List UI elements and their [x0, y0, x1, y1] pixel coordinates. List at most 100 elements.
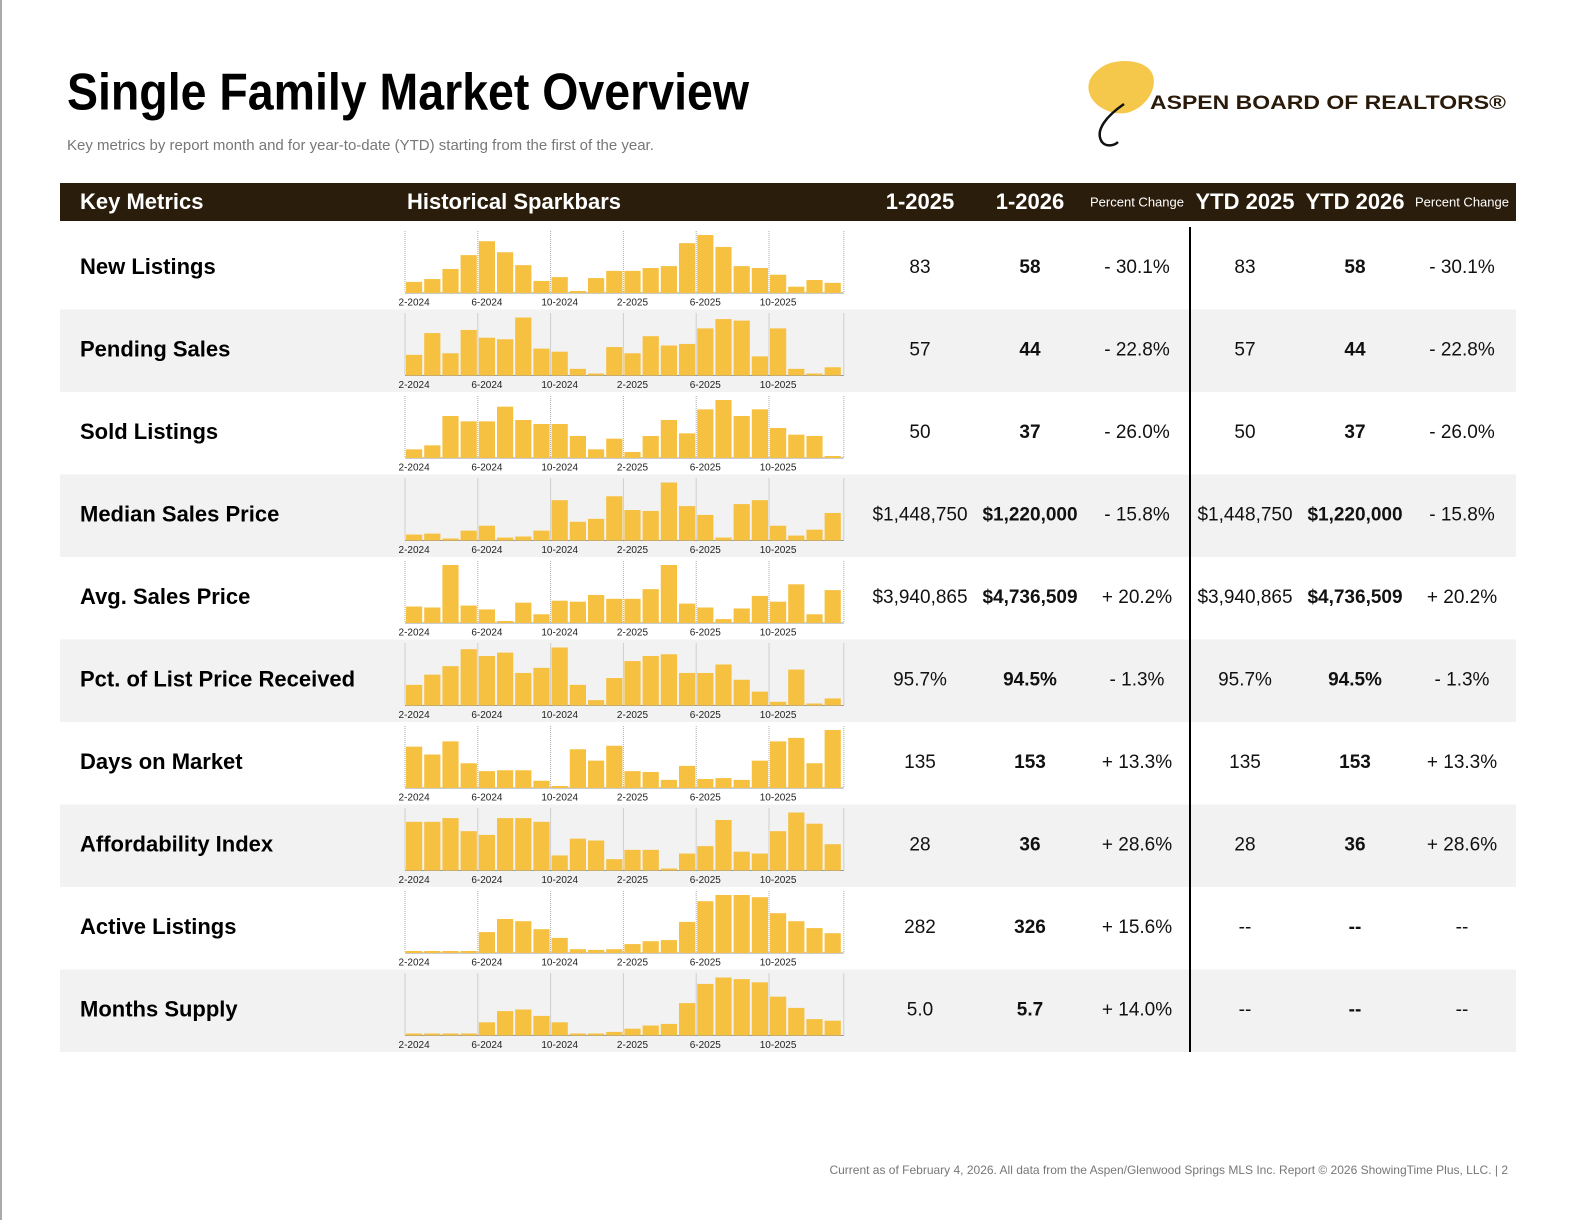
sparkbar	[478, 655, 495, 706]
row-background	[60, 474, 1516, 557]
sparkbar	[697, 409, 714, 458]
metric-value: $3,940,865	[872, 587, 967, 608]
sparkbar	[733, 979, 750, 1036]
spark-month-label: 6-2025	[690, 875, 722, 886]
sparkbar	[460, 255, 477, 293]
spark-month-label: 10-2024	[541, 793, 578, 804]
sparkbar	[715, 400, 732, 458]
sparkbar	[551, 500, 568, 541]
sparkbar	[642, 655, 659, 706]
sparkbar	[478, 1022, 495, 1036]
sparkbar	[460, 763, 477, 788]
logo-leaf	[1088, 61, 1154, 114]
sparkbar	[515, 921, 532, 953]
sparkbar	[497, 818, 514, 871]
metric-name: Active Listings	[80, 914, 236, 939]
sparkbar	[588, 373, 605, 376]
sparkbar	[478, 525, 495, 541]
sparkbar	[588, 594, 605, 623]
sparkbar	[806, 1019, 823, 1036]
spark-month-label: 2-2024	[399, 628, 431, 639]
spark-month-label: 10-2024	[541, 875, 578, 886]
sparkbar	[660, 940, 677, 953]
metric-value: 5.0	[907, 1000, 933, 1021]
sparkbar	[533, 280, 550, 293]
footer: Current as of February 4, 2026. All data…	[829, 1163, 1508, 1177]
spark-month-label: 6-2024	[471, 628, 503, 639]
sparkbar	[679, 433, 696, 458]
sparkbar	[770, 525, 787, 541]
sparkbar	[569, 601, 586, 623]
column-header: Historical Sparkbars	[407, 189, 621, 214]
metric-value: 94.5%	[1328, 670, 1382, 691]
sparkbar	[679, 506, 696, 541]
metric-value: - 15.8%	[1429, 505, 1495, 526]
sparkbar	[606, 598, 623, 623]
sparkbar	[770, 741, 787, 788]
sparkbar	[697, 983, 714, 1036]
spark-month-label: 2-2024	[399, 463, 431, 474]
metric-value: 95.7%	[1218, 670, 1272, 691]
sparkbar	[442, 951, 459, 953]
metric-name: Sold Listings	[80, 419, 218, 444]
metric-value: 326	[1014, 917, 1046, 938]
spark-month-label: 2-2025	[617, 380, 649, 391]
metric-value: 36	[1344, 835, 1365, 856]
spark-month-label: 10-2024	[541, 628, 578, 639]
sparkbar	[733, 895, 750, 953]
sparkbar	[715, 977, 732, 1036]
sparkbar	[733, 320, 750, 376]
sparkbar	[788, 434, 805, 458]
sparkbar	[806, 823, 823, 871]
sparkbar	[660, 420, 677, 458]
sparkbar	[424, 1033, 441, 1036]
column-header: YTD 2025	[1195, 189, 1294, 214]
sparkbar	[551, 600, 568, 623]
spark-month-label: 6-2025	[690, 710, 722, 721]
sparkbar	[442, 818, 459, 871]
sparkbar	[515, 420, 532, 458]
sparkbar	[424, 607, 441, 623]
spark-month-label: 2-2025	[617, 545, 649, 556]
sparkbar	[642, 268, 659, 293]
sparkbar	[497, 652, 514, 706]
sparkbar	[606, 678, 623, 706]
sparkbar	[624, 598, 641, 623]
sparkbar	[478, 241, 495, 293]
sparkbar	[588, 840, 605, 871]
spark-month-label: 6-2025	[690, 380, 722, 391]
logo-stem	[1098, 102, 1125, 147]
sparkbar	[660, 779, 677, 788]
column-header: Key Metrics	[80, 189, 204, 214]
sparkbar	[624, 270, 641, 293]
metric-value: + 13.3%	[1427, 752, 1497, 773]
sparkbar	[442, 666, 459, 706]
sparkbar	[424, 754, 441, 788]
sparkbar	[606, 438, 623, 458]
sparkbar	[424, 533, 441, 541]
spark-month-label: 2-2024	[399, 710, 431, 721]
sparkbar	[497, 621, 514, 623]
sparkbar	[660, 266, 677, 293]
metric-value: --	[1239, 917, 1252, 938]
sparkbar	[733, 416, 750, 458]
metric-value: 28	[1234, 835, 1255, 856]
sparkbar	[770, 328, 787, 376]
metric-value: - 1.3%	[1435, 670, 1490, 691]
spark-month-label: 10-2025	[760, 958, 797, 969]
sparkbar	[642, 772, 659, 788]
metric-name: New Listings	[80, 254, 216, 279]
column-header: Percent Change	[1090, 194, 1184, 209]
metric-value: $4,736,509	[982, 587, 1077, 608]
sparkbar	[733, 779, 750, 788]
metric-value: 44	[1019, 340, 1041, 361]
sparkbar	[588, 700, 605, 706]
metric-value: - 26.0%	[1429, 422, 1495, 443]
sparkbar	[770, 996, 787, 1036]
metric-name: Pending Sales	[80, 336, 230, 361]
spark-month-label: 2-2025	[617, 710, 649, 721]
sparkbar	[606, 1031, 623, 1036]
sparkbar	[533, 667, 550, 706]
sparkbar	[679, 343, 696, 376]
sparkbar	[697, 235, 714, 293]
